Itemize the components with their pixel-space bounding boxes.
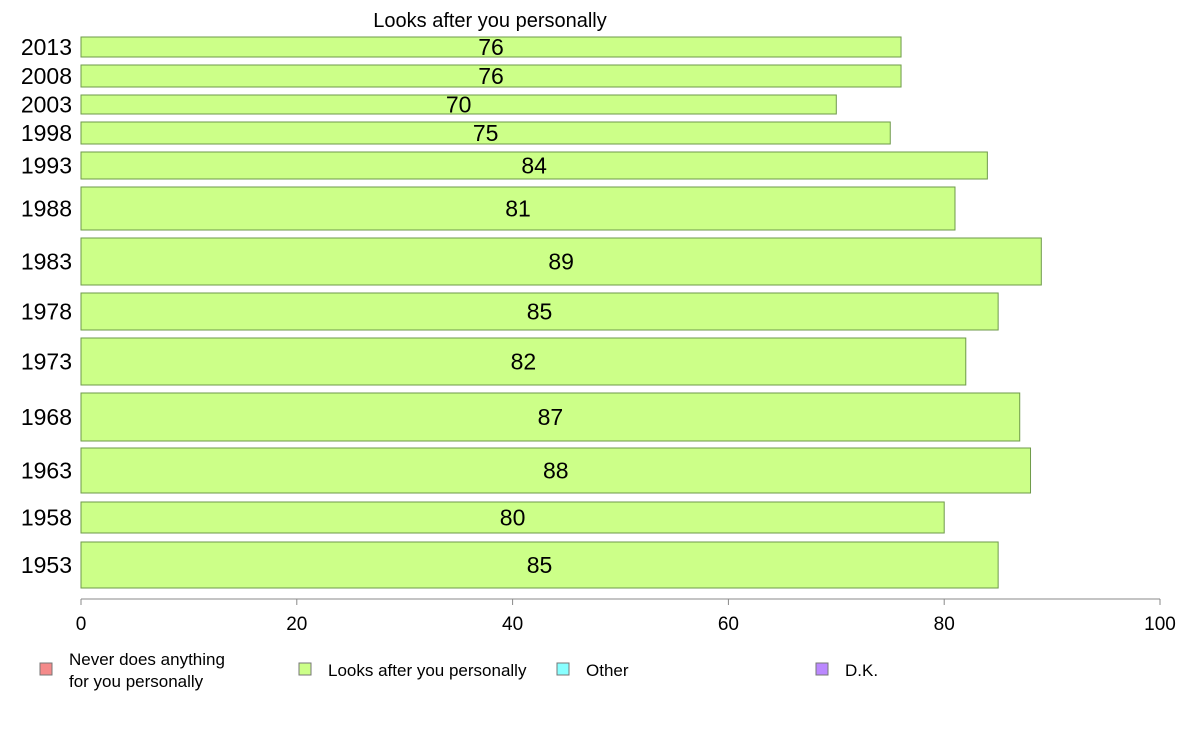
bar-value-label: 80 bbox=[500, 505, 526, 531]
bar bbox=[80, 64, 902, 88]
bar-value-label: 85 bbox=[527, 299, 553, 325]
y-tick-label: 1983 bbox=[21, 249, 72, 275]
y-tick-label: 2013 bbox=[21, 34, 72, 60]
x-axis: 0 20 40 60 80 100 bbox=[76, 598, 1176, 635]
bar bbox=[80, 121, 891, 145]
y-tick-label: 1998 bbox=[21, 120, 72, 146]
bar-value-label: 81 bbox=[505, 196, 531, 222]
x-tick-label: 100 bbox=[1144, 614, 1176, 635]
bar-value-label: 75 bbox=[473, 120, 499, 146]
legend-swatch bbox=[39, 662, 53, 676]
x-tick-label: 20 bbox=[286, 614, 307, 635]
y-tick-label: 2008 bbox=[21, 63, 72, 89]
bar bbox=[80, 237, 1042, 286]
bar bbox=[80, 186, 956, 231]
bar bbox=[80, 94, 837, 115]
bar-value-label: 82 bbox=[511, 349, 537, 375]
bar bbox=[80, 447, 1032, 494]
y-tick-label: 1988 bbox=[21, 196, 72, 222]
legend-swatch bbox=[815, 662, 829, 676]
bar bbox=[80, 292, 999, 331]
y-tick-label: 1968 bbox=[21, 404, 72, 430]
bar bbox=[80, 501, 945, 534]
bar-value-label: 76 bbox=[478, 63, 504, 89]
legend: Never does anything for you personally Loo… bbox=[39, 650, 878, 691]
bar bbox=[80, 151, 988, 180]
legend-swatch bbox=[298, 662, 312, 676]
x-tick-label: 0 bbox=[76, 614, 87, 635]
x-tick-label: 60 bbox=[718, 614, 739, 635]
bar-value-label: 84 bbox=[521, 153, 547, 179]
legend-label: Other bbox=[586, 661, 629, 680]
x-tick-label: 80 bbox=[934, 614, 955, 635]
bar-value-label: 87 bbox=[538, 404, 564, 430]
bar-value-label: 70 bbox=[446, 92, 472, 118]
legend-label: Never does anything for you personally bbox=[69, 650, 225, 691]
legend-swatch bbox=[556, 662, 570, 676]
bar bbox=[80, 541, 999, 589]
x-tick-label: 40 bbox=[502, 614, 523, 635]
y-tick-label: 1973 bbox=[21, 349, 72, 375]
bar-value-label: 76 bbox=[478, 34, 504, 60]
legend-label: Looks after you personally bbox=[328, 661, 527, 680]
bar bbox=[80, 337, 967, 386]
bar-value-label: 89 bbox=[548, 249, 574, 275]
y-tick-label: 1953 bbox=[21, 552, 72, 578]
y-tick-label: 1993 bbox=[21, 153, 72, 179]
chart-title: Looks after you personally bbox=[373, 10, 606, 32]
bars-group: 2013 76 2008 76 2003 70 1998 75 1993 84 1988 81 1983… bbox=[21, 34, 1042, 589]
bar bbox=[80, 392, 1021, 442]
y-tick-label: 1958 bbox=[21, 505, 72, 531]
y-tick-label: 2003 bbox=[21, 92, 72, 118]
y-tick-label: 1963 bbox=[21, 458, 72, 484]
y-tick-label: 1978 bbox=[21, 299, 72, 325]
legend-label: D.K. bbox=[845, 661, 878, 680]
bar-value-label: 85 bbox=[527, 552, 553, 578]
bar-value-label: 88 bbox=[543, 458, 569, 484]
bar bbox=[80, 36, 902, 58]
